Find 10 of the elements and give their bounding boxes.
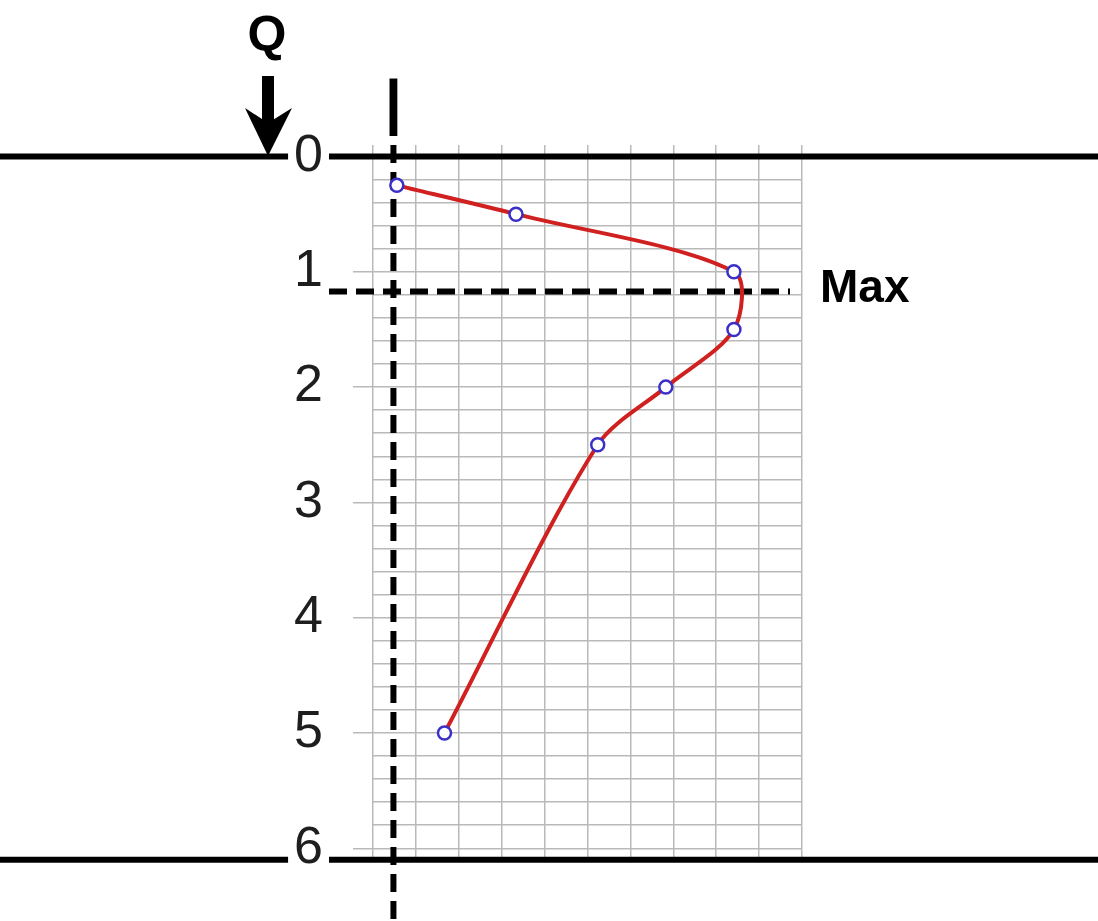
y-tick-label: 4 — [294, 585, 323, 644]
y-tick-label: 5 — [294, 700, 323, 759]
y-tick-label: 1 — [294, 239, 323, 298]
y-tick-label: 6 — [294, 815, 323, 874]
ref-line-label: Max — [820, 260, 910, 313]
y-tick-label: 3 — [294, 469, 323, 528]
ref-line-label: I — [381, 60, 406, 154]
y-tick-label: 0 — [294, 123, 323, 182]
text: Q — [247, 6, 287, 62]
y-tick-label: 2 — [294, 354, 323, 413]
